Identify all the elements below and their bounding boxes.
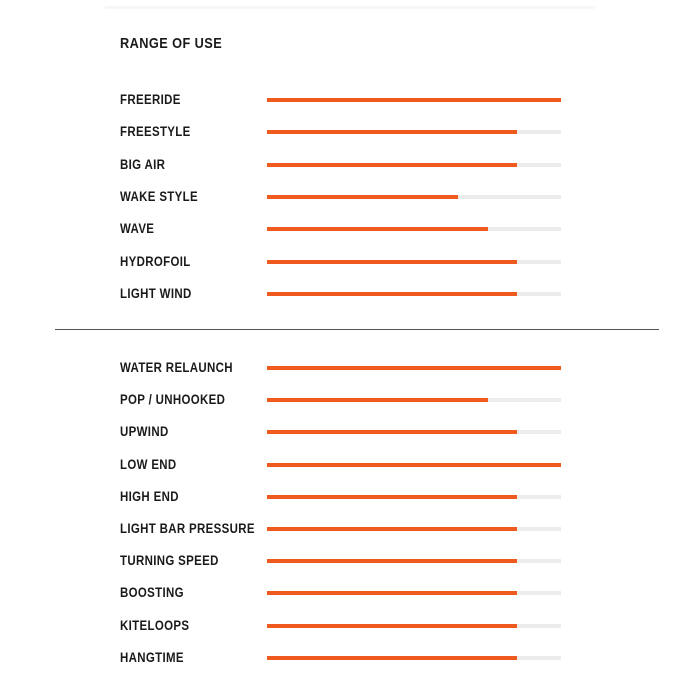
rating-row: HYDROFOIL (120, 252, 561, 272)
rating-row: HIGH END (120, 487, 561, 507)
rating-label: WAKE STYLE (120, 188, 199, 204)
rating-bar-fill (267, 591, 517, 596)
rating-label: HIGH END (120, 488, 179, 504)
rating-row: KITELOOPS (120, 616, 561, 636)
rating-label: BIG AIR (120, 156, 166, 172)
rating-row: FREESTYLE (120, 122, 561, 142)
rating-row: BIG AIR (120, 155, 561, 175)
rating-bar-fill (267, 527, 517, 531)
rating-row: WAVE (120, 219, 561, 239)
rating-bar-fill (267, 162, 517, 167)
rating-bar-fill (267, 227, 488, 232)
rating-label: WATER RELAUNCH (120, 360, 233, 375)
rating-bar-track (267, 462, 561, 467)
rating-bar-fill (267, 623, 517, 628)
rating-bar-track (267, 366, 561, 370)
rating-label: BOOSTING (120, 585, 184, 601)
rating-bar-fill (267, 259, 517, 264)
rating-row: FREERIDE (120, 90, 561, 110)
rating-label: WAVE (120, 221, 155, 237)
rating-row: WAKE STYLE (120, 187, 561, 207)
rating-bar-fill (267, 655, 517, 660)
rating-row: UPWIND (120, 422, 561, 442)
rating-bar-track (267, 194, 561, 199)
rating-bar-fill (267, 130, 517, 135)
rating-bar-track (267, 291, 561, 296)
rating-row: POP / UNHOOKED (120, 390, 561, 410)
rating-label: LOW END (120, 456, 177, 472)
rating-label: HANGTIME (120, 649, 184, 665)
rating-bar-track (267, 227, 561, 232)
rating-row: LIGHT BAR PRESSURE (120, 519, 561, 539)
rating-bar-fill (267, 430, 517, 435)
rating-label: FREERIDE (120, 92, 181, 107)
rating-bar-fill (267, 291, 517, 296)
rating-bar-track (267, 527, 561, 531)
section-title: RANGE OF USE (120, 35, 223, 52)
rating-label: KITELOOPS (120, 617, 190, 633)
rating-bar-track (267, 559, 561, 564)
rating-bar-track (267, 162, 561, 167)
rating-bar-track (267, 623, 561, 628)
rating-bar-fill (267, 98, 561, 102)
rating-bar-fill (267, 194, 459, 199)
rating-bar-track (267, 259, 561, 264)
rating-label: LIGHT WIND (120, 285, 192, 301)
rating-bar-track (267, 130, 561, 135)
rating-bar-track (267, 398, 561, 403)
rating-row: HANGTIME (120, 648, 561, 668)
rating-label: HYDROFOIL (120, 253, 191, 269)
rating-bar-fill (267, 559, 517, 564)
rating-label: FREESTYLE (120, 124, 191, 140)
rating-row: WATER RELAUNCH (120, 358, 561, 378)
rating-bar-fill (267, 462, 561, 467)
rating-row: LIGHT WIND (120, 284, 561, 304)
rating-row: LOW END (120, 455, 561, 475)
rating-bar-fill (267, 494, 517, 499)
rating-bar-track (267, 655, 561, 660)
rating-bar-track (267, 430, 561, 435)
rating-label: LIGHT BAR PRESSURE (120, 521, 255, 536)
rating-label: TURNING SPEED (120, 553, 219, 569)
rating-bar-fill (267, 398, 488, 403)
rating-row: BOOSTING (120, 583, 561, 603)
rating-label: POP / UNHOOKED (120, 392, 226, 408)
rating-bar-track (267, 98, 561, 102)
top-divider (105, 6, 595, 9)
rating-row: TURNING SPEED (120, 551, 561, 571)
rating-bar-track (267, 494, 561, 499)
rating-label: UPWIND (120, 424, 169, 440)
rating-bar-track (267, 591, 561, 596)
section-divider (55, 329, 659, 330)
rating-bar-fill (267, 366, 561, 370)
